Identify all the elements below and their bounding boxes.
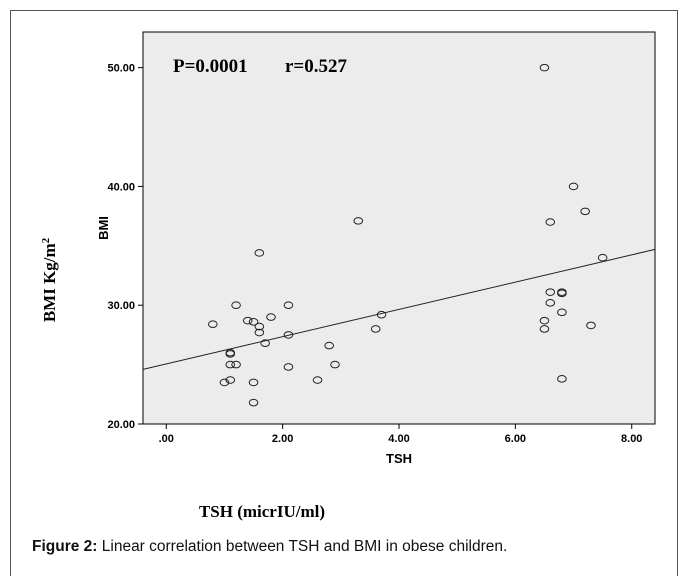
outer-y-label-superscript: 2 [40,237,52,243]
r-value-annotation: r=0.527 [285,56,348,77]
p-value-annotation: P=0.0001 [173,56,248,77]
data-point [539,325,550,333]
data-point [568,182,579,191]
figure-caption: Figure 2: Linear correlation between TSH… [32,538,507,556]
x-axis-title: TSH [386,451,412,466]
data-point [557,375,567,383]
data-point [266,313,276,321]
caption-text: Linear correlation between TSH and BMI i… [97,538,508,555]
data-point [248,318,259,326]
data-point [283,363,294,371]
x-tick-label: .00 [159,433,174,445]
data-point [231,301,241,310]
data-point [248,378,259,387]
data-point [557,289,567,298]
caption-label: Figure 2: [32,538,98,555]
x-tick-label: 4.00 [388,433,409,445]
data-point [260,339,270,348]
x-tick-label: 2.00 [272,433,293,445]
data-point [586,321,596,330]
y-tick-label: 20.00 [107,419,135,431]
data-point [324,341,334,350]
data-point [312,376,323,384]
data-point [231,360,241,369]
y-tick-label: 40.00 [107,181,135,193]
outer-x-label: TSH (micrIU/ml) [199,502,325,521]
x-tick-label: 8.00 [621,433,642,445]
data-point [539,63,550,72]
figure-frame [10,10,678,576]
data-point [225,348,236,357]
data-point [248,398,259,407]
data-point [545,218,556,226]
data-point [539,316,550,325]
data-point [242,316,253,325]
data-point [557,308,567,317]
data-point [353,217,364,225]
data-point [254,249,265,257]
data-point [370,325,381,333]
data-point [283,331,294,339]
data-point [254,328,265,337]
data-point [545,288,556,296]
data-point [545,299,556,307]
y-tick-label: 30.00 [107,300,135,312]
data-point [283,301,294,310]
data-point [225,376,236,384]
data-point [254,322,265,331]
data-point [597,253,608,262]
data-point [580,207,590,216]
data-point [225,360,236,369]
x-tick-label: 6.00 [505,433,526,445]
plot-area [142,31,656,425]
data-point [376,310,387,319]
data-point [208,320,218,329]
data-point [330,360,340,369]
outer-y-label-text: BMI Kg/m [40,243,59,322]
y-tick-label: 50.00 [107,63,135,75]
y-axis-title: BMI [96,216,111,240]
data-point [219,378,230,387]
outer-y-label: BMI Kg/m2 [40,237,59,322]
